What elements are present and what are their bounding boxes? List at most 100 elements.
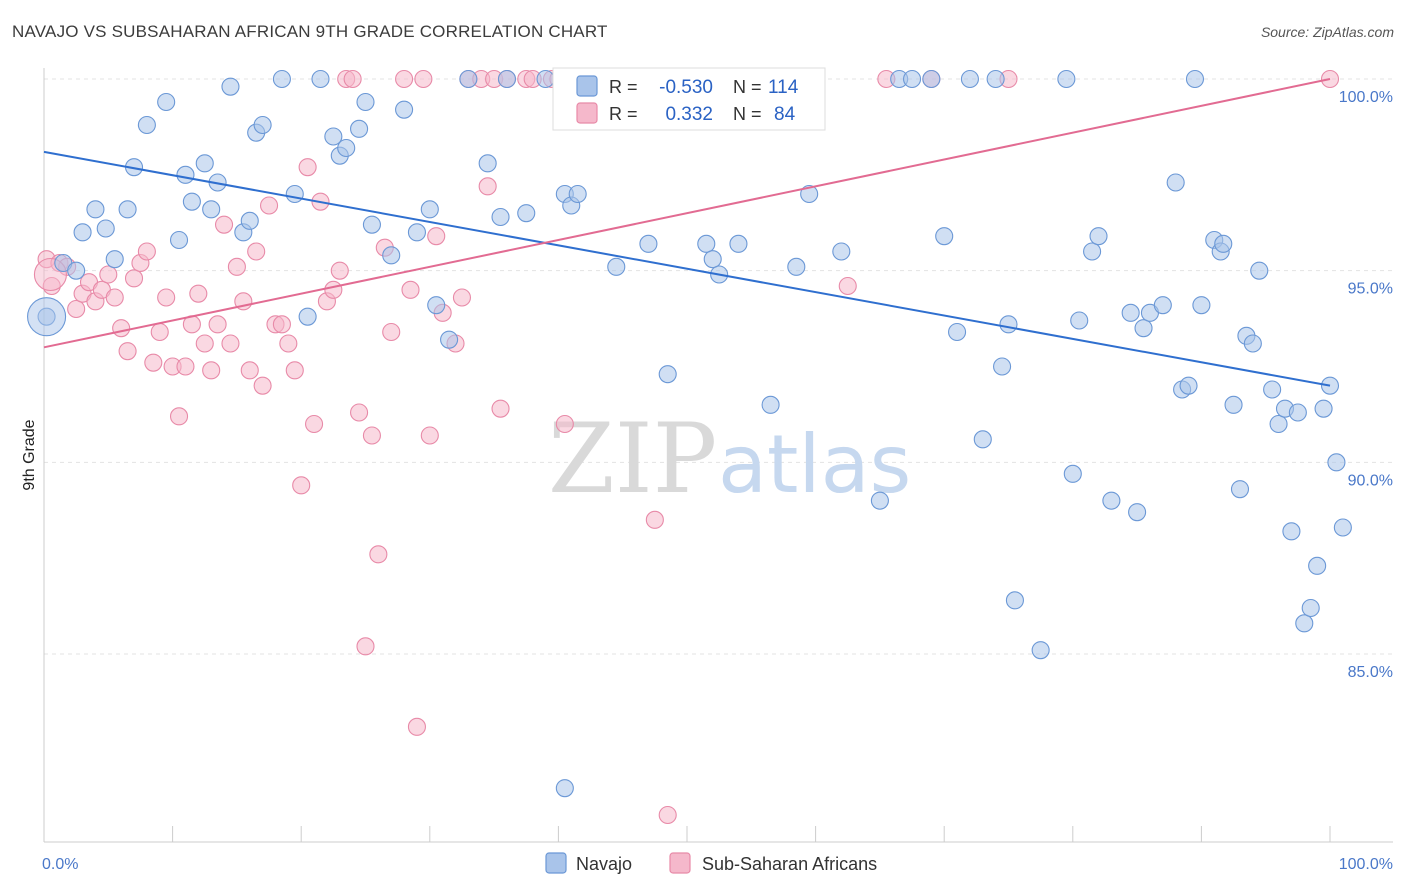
navajo-point [1192,296,1211,315]
sub-saharan-point [658,805,677,825]
sub-saharan-point [144,353,163,372]
navajo-point [1121,303,1140,322]
navajo-point [960,69,979,89]
navajo-point [407,223,426,242]
navajo-point [1288,403,1307,422]
x-tick-label-min: 0.0% [42,856,78,873]
sub-saharan-point [221,334,240,353]
series-sub-saharan-points [33,69,1340,825]
trend-lines [43,78,1331,387]
navajo-trend-line [43,150,1331,387]
bottom-legend: Navajo Sub-Saharan Africans [545,852,877,874]
navajo-point [176,165,195,184]
navajo-point [1230,480,1250,499]
navajo-point [1083,242,1102,261]
navajo-point [973,430,992,449]
sub-saharan-point [420,426,439,445]
navajo-point [517,204,536,223]
navajo-point [491,207,510,227]
sub-saharan-point [272,315,291,334]
bottom-legend-navajo-swatch [545,852,567,874]
navajo-point [202,200,221,219]
navajo-point [195,154,214,173]
navajo-point [800,184,819,204]
bottom-legend-sub-saharan: Sub-Saharan Africans [702,854,877,874]
navajo-point [1128,503,1147,522]
sub-saharan-point [324,280,343,299]
sub-saharan-point [259,196,279,215]
navajo-point [157,92,176,112]
navajo-point [67,261,86,280]
navajo-point [729,234,748,253]
sub-saharan-point [118,342,137,361]
sub-saharan-point [427,227,446,246]
navajo-point [1214,234,1233,253]
y-axis-label: 9th Grade [21,419,38,490]
sub-saharan-point [395,69,414,89]
navajo-point [382,246,401,265]
navajo-point [221,77,240,96]
navajo-point [272,69,291,89]
sub-saharan-point [407,717,426,736]
sub-saharan-point [452,288,472,307]
sub-saharan-point [227,257,246,276]
navajo-point [1295,614,1314,633]
navajo-point [870,491,889,510]
navajo-point [1243,334,1262,353]
sub-saharan-point [382,322,401,342]
sub-saharan-point [478,177,497,196]
sub-saharan-point [67,299,86,319]
navajo-point [1333,518,1352,537]
navajo-point [298,307,317,326]
navajo-point [96,219,115,238]
axes [43,68,1393,843]
sub-saharan-point [279,334,298,353]
sub-saharan-point [491,399,510,418]
legend-navajo-n-label: N = [733,77,762,97]
navajo-point [986,69,1005,89]
legend-sub-r-label: R = [609,104,638,124]
navajo-point [697,234,716,253]
legend-box [552,67,826,131]
navajo-point [285,184,304,204]
navajo-point [536,69,555,89]
navajo-point [832,242,851,261]
navajo-point [356,92,375,112]
y-tick-label: 90.0% [1348,472,1393,489]
sub-saharan-point [253,376,272,395]
chart-title: NAVAJO VS SUBSAHARAN AFRICAN 9TH GRADE C… [12,22,608,41]
sub-saharan-point [247,242,266,261]
sub-saharan-point [356,637,375,656]
y-tick-labels: 85.0% 90.0% 95.0% 100.0% [1339,89,1393,681]
navajo-point [1224,395,1243,414]
navajo-point [1301,598,1320,618]
navajo-point [1089,227,1108,246]
sub-saharan-point [350,403,369,422]
navajo-point [350,119,369,138]
navajo-point [922,69,941,89]
sub-saharan-point [645,510,664,529]
navajo-point [86,200,105,219]
navajo-point [999,315,1018,334]
sub-saharan-point [176,357,195,376]
legend-navajo-r-label: R = [609,77,638,97]
sub-saharan-point [169,407,189,426]
sub-saharan-point [401,280,420,299]
navajo-point [337,138,356,158]
bottom-legend-navajo: Navajo [576,854,632,874]
navajo-point [555,779,574,798]
navajo-cluster-point [27,297,67,337]
legend-sub-n-value: 84 [774,104,796,125]
navajo-point [253,115,272,135]
sub-saharan-point [305,414,324,434]
navajo-point [703,250,722,269]
sub-saharan-point [214,215,234,234]
navajo-point [1031,641,1050,660]
navajo-point [1070,311,1089,330]
navajo-point [902,69,922,89]
legend: R = -0.530 N = 114 R = 0.332 N = 84 [552,67,826,131]
sub-saharan-point [112,319,131,338]
navajo-point [1282,522,1301,541]
navajo-point [1005,591,1024,610]
navajo-point [73,223,92,242]
